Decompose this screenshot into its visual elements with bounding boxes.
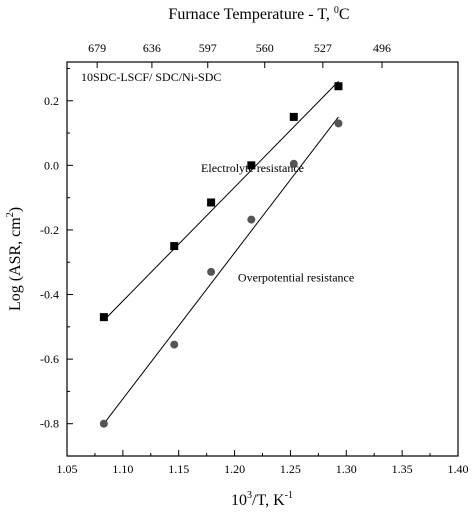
x-axis-title-mid: /T, K [252,492,285,509]
top-axis-title: Furnace Temperature - T, 0C [168,5,349,23]
top-tick-label-0: 679 [88,41,106,55]
overpotential-point-4 [289,159,298,168]
y-axis-title-sup: 2 [5,212,16,217]
top-tick-label-5: 496 [373,41,391,55]
overpotential-point-1 [170,340,179,349]
axis-ticks: 1.05 1.10 1.15 1.20 1.25 1.30 1.35 1.40 -0.8 -0.6… [40,41,469,476]
y-tick-label-1: -0.6 [40,352,59,366]
plot-frame [66,61,459,457]
electrolyte-point-1 [170,242,179,251]
series-label-0: Electrolyte resistance [201,161,304,175]
x-axis-title-base: 10 [231,492,247,509]
x-tick-label-4: 1.25 [280,462,301,476]
electrolyte-point-2 [207,198,216,207]
top-axis-title-sup: 0 [334,5,339,16]
y-axis-title-end: ) [7,207,24,212]
x-axis-title: 103/T, K-1 [231,490,293,509]
top-axis-title-end: C [339,6,350,23]
series-labels: Electrolyte resistance Overpotential resi… [201,161,354,285]
series-label-1: Overpotential resistance [238,271,354,285]
x-tick-label-6: 1.35 [392,462,413,476]
x-tick-label-0: 1.05 [57,462,78,476]
y-axis-title: Log (ASR, cm2) [5,207,24,311]
x-axis-title-sup2: -1 [285,490,293,501]
data-points [99,82,343,428]
y-tick-label-3: -0.2 [40,223,59,237]
y-tick-label-0: -0.8 [40,417,59,431]
x-tick-label-7: 1.40 [448,462,469,476]
top-tick-label-3: 560 [256,41,274,55]
x-tick-label-3: 1.20 [224,462,245,476]
top-tick-label-2: 597 [199,41,217,55]
fit-line-0 [103,81,339,321]
y-tick-label-4: 0.0 [44,158,59,172]
sample-annotation: 10SDC-LSCF/ SDC/Ni-SDC [81,70,221,84]
x-tick-label-2: 1.15 [168,462,189,476]
overpotential-point-5 [334,119,343,128]
top-tick-label-1: 636 [143,41,161,55]
y-tick-label-2: -0.4 [40,288,59,302]
fit-lines [103,81,339,425]
electrolyte-point-5 [334,82,343,91]
electrolyte-point-4 [289,112,298,121]
x-axis-title-sup: 3 [247,490,252,501]
overpotential-point-0 [99,419,108,428]
y-tick-label-5: 0.2 [44,94,59,108]
overpotential-point-3 [247,215,256,224]
top-tick-label-4: 527 [314,41,332,55]
x-tick-label-5: 1.30 [336,462,357,476]
x-tick-label-1: 1.10 [112,462,133,476]
overpotential-point-2 [207,267,216,276]
electrolyte-point-3 [247,161,256,170]
top-axis-title-text: Furnace Temperature - T, [168,6,333,23]
electrolyte-point-0 [99,313,108,322]
y-axis-title-start: Log (ASR, cm [7,217,24,311]
fit-line-1 [103,116,339,425]
